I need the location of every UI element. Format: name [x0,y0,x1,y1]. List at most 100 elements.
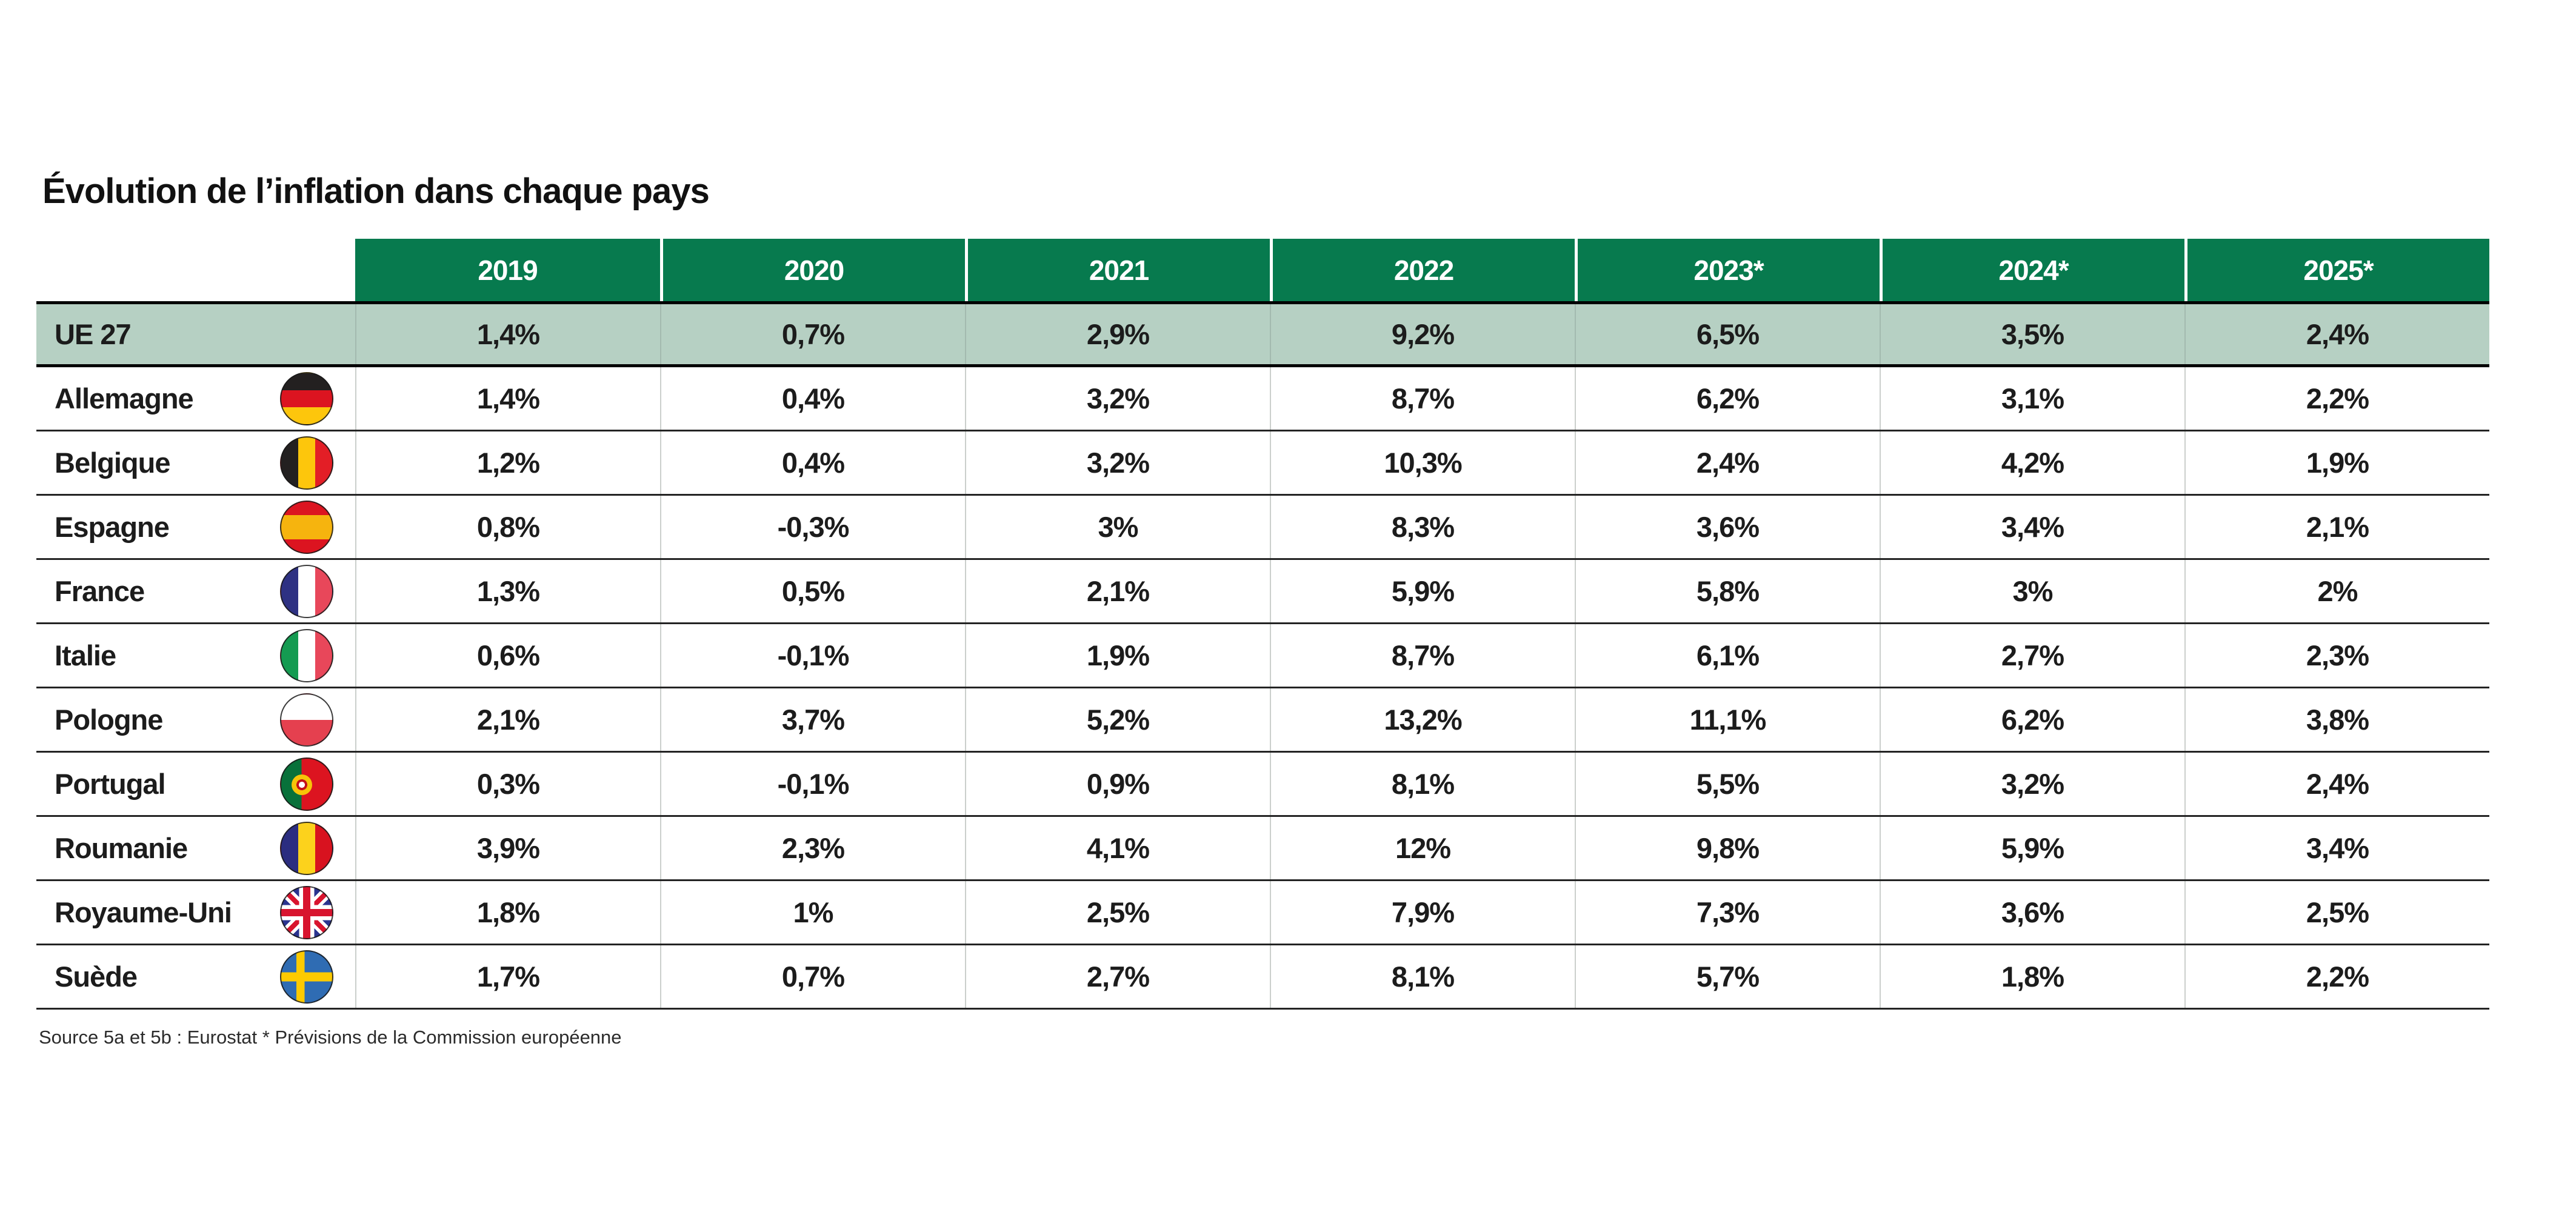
inflation-value-cell: 2,5% [965,881,1270,944]
inflation-value-cell: 1,7% [355,945,660,1008]
italy-flag-icon [280,628,333,682]
inflation-value-cell: 0,5% [660,560,965,622]
inflation-value-cell: 10,3% [1270,431,1575,494]
country-label: Suède [55,961,138,993]
inflation-value-cell: 8,7% [1270,624,1575,687]
inflation-value-cell: 2,2% [2184,367,2489,430]
inflation-value-cell: 1,9% [2184,431,2489,494]
year-header-2025: 2025* [2184,239,2489,301]
inflation-value-cell: 5,2% [965,688,1270,751]
inflation-value-cell: 3,6% [1575,496,1880,558]
table-row: Roumanie 3,9% 2,3% 4,1% 12% 9,8% 5,9% 3,4% [36,817,2489,881]
inflation-value-cell: 5,8% [1575,560,1880,622]
romania-flag-icon [280,821,333,875]
inflation-value-cell: 3,9% [355,817,660,879]
inflation-value-cell: 3,4% [1880,496,2184,558]
country-label: Allemagne [55,382,194,415]
inflation-value-cell: 3,2% [965,367,1270,430]
country-cell: Allemagne [36,367,355,430]
inflation-value-cell: 6,5% [1575,304,1880,364]
inflation-value-cell: 3,2% [965,431,1270,494]
country-label: Portugal [55,768,166,800]
inflation-value-cell: 2,9% [965,304,1270,364]
poland-flag-icon [280,693,333,747]
inflation-value-cell: 0,8% [355,496,660,558]
germany-flag-icon [280,371,333,425]
country-label: Italie [55,639,116,671]
country-cell: Pologne [36,688,355,751]
inflation-value-cell: 1,9% [965,624,1270,687]
inflation-value-cell: 3,7% [660,688,965,751]
inflation-value-cell: 6,1% [1575,624,1880,687]
inflation-value-cell: 2,1% [965,560,1270,622]
inflation-value-cell: 12% [1270,817,1575,879]
year-header-2022: 2022 [1270,239,1575,301]
inflation-value-cell: 0,4% [660,431,965,494]
country-label: Belgique [55,447,170,479]
inflation-value-cell: 2,4% [2184,753,2489,815]
table-row: Portugal 0,3% -0,1% 0,9% 8,1% 5,5% 3,2% 2,4% [36,753,2489,817]
inflation-value-cell: 1% [660,881,965,944]
country-cell: UE 27 [36,304,355,364]
sweden-flag-icon [280,950,333,1004]
inflation-value-cell: 3,6% [1880,881,2184,944]
inflation-value-cell: 1,4% [355,367,660,430]
inflation-value-cell: 2,7% [1880,624,2184,687]
inflation-value-cell: 2,4% [1575,431,1880,494]
inflation-value-cell: 1,8% [355,881,660,944]
inflation-value-cell: 0,7% [660,304,965,364]
inflation-value-cell: 2,2% [2184,945,2489,1008]
table-row: Pologne 2,1% 3,7% 5,2% 13,2% 11,1% 6,2% 3,8% [36,688,2489,753]
country-cell: Royaume-Uni [36,881,355,944]
inflation-value-cell: 2,5% [2184,881,2489,944]
country-label: Royaume-Uni [55,896,232,928]
portugal-flag-icon [280,757,333,811]
table-row: Suède 1,7% 0,7% 2,7% 8,1% 5,7% 1,8% 2,2% [36,945,2489,1010]
inflation-value-cell: 3,5% [1880,304,2184,364]
inflation-value-cell: 11,1% [1575,688,1880,751]
inflation-value-cell: 3,2% [1880,753,2184,815]
country-label: France [55,575,145,607]
table-row: Italie 0,6% -0,1% 1,9% 8,7% 6,1% 2,7% 2,3% [36,624,2489,688]
country-label: Roumanie [55,832,188,864]
inflation-value-cell: 2,1% [2184,496,2489,558]
table-row: Belgique 1,2% 0,4% 3,2% 10,3% 2,4% 4,2% 1,9% [36,431,2489,496]
inflation-value-cell: 1,4% [355,304,660,364]
inflation-value-cell: 9,2% [1270,304,1575,364]
country-cell: Suède [36,945,355,1008]
inflation-value-cell: 4,1% [965,817,1270,879]
country-cell: Roumanie [36,817,355,879]
inflation-value-cell: 0,6% [355,624,660,687]
country-cell: France [36,560,355,622]
country-label: Espagne [55,511,170,543]
corner-cell [36,239,355,301]
country-cell: Portugal [36,753,355,815]
inflation-value-cell: 5,5% [1575,753,1880,815]
table-row: UE 27 1,4% 0,7% 2,9% 9,2% 6,5% 3,5% 2,4% [36,301,2489,367]
inflation-value-cell: -0,1% [660,624,965,687]
inflation-value-cell: 3,1% [1880,367,2184,430]
country-label: Pologne [55,704,163,736]
inflation-value-cell: 3,4% [2184,817,2489,879]
inflation-value-cell: -0,3% [660,496,965,558]
table-row: Espagne 0,8% -0,3% 3% 8,3% 3,6% 3,4% 2,1% [36,496,2489,560]
year-header-2023: 2023* [1575,239,1880,301]
table-header-row: 2019 2020 2021 2022 2023* 2024* 2025* [36,239,2489,301]
inflation-table: 2019 2020 2021 2022 2023* 2024* 2025* UE 27 1,4%… [36,239,2489,1010]
inflation-value-cell: 2,7% [965,945,1270,1008]
inflation-value-cell: 2,4% [2184,304,2489,364]
country-cell: Belgique [36,431,355,494]
uk-flag-icon [280,885,333,939]
table-row: France 1,3% 0,5% 2,1% 5,9% 5,8% 3% 2% [36,560,2489,624]
inflation-value-cell: 7,9% [1270,881,1575,944]
inflation-value-cell: 1,8% [1880,945,2184,1008]
inflation-value-cell: 8,3% [1270,496,1575,558]
inflation-value-cell: 2,3% [2184,624,2489,687]
spain-flag-icon [280,500,333,554]
page-title: Évolution de l’inflation dans chaque pay… [42,171,710,211]
belgium-flag-icon [280,436,333,490]
year-header-2021: 2021 [965,239,1270,301]
inflation-value-cell: -0,1% [660,753,965,815]
inflation-value-cell: 5,9% [1880,817,2184,879]
table-row: Allemagne 1,4% 0,4% 3,2% 8,7% 6,2% 3,1% 2,2% [36,367,2489,431]
